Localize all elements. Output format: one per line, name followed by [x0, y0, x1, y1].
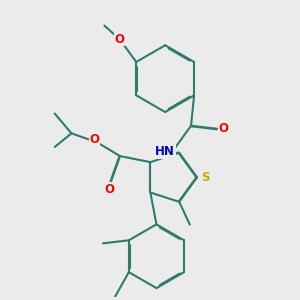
Text: O: O [104, 183, 114, 196]
Text: HN: HN [155, 145, 175, 158]
Text: O: O [89, 133, 99, 146]
Text: S: S [201, 171, 210, 184]
Text: O: O [218, 122, 229, 135]
Text: O: O [115, 33, 124, 46]
